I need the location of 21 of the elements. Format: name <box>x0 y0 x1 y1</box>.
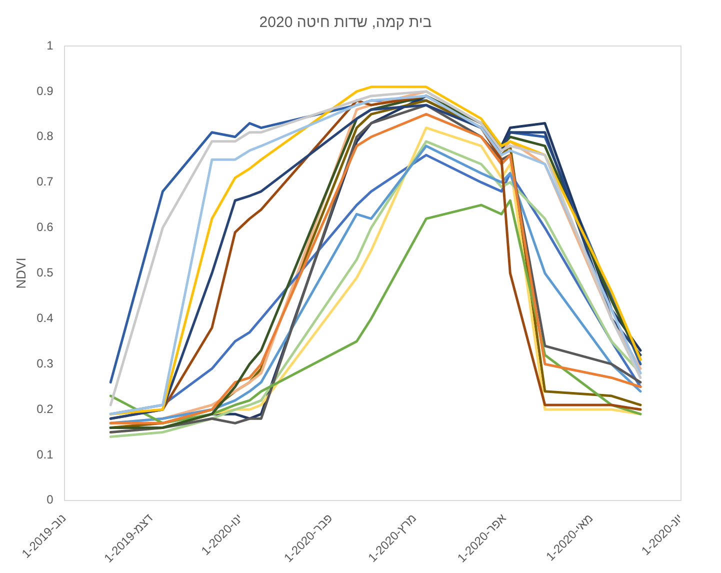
x-tick-label: 1-דצמ-2019 <box>101 510 156 566</box>
x-tick-label: 1-מרץ-2020 <box>365 511 420 565</box>
y-tick-label: 0.9 <box>36 84 54 98</box>
y-axis-title: NDVI <box>13 258 28 289</box>
y-tick-label: 0.5 <box>36 266 54 280</box>
y-tick-label: 0.1 <box>36 447 54 462</box>
y-tick-label: 0.7 <box>36 174 54 189</box>
x-tick-label: 1-מאי-2020 <box>543 511 596 564</box>
y-tick-label: 0.2 <box>36 402 54 416</box>
y-tick-label: 1 <box>46 38 54 52</box>
x-tick-label: 1-נוב-2019 <box>19 511 69 561</box>
x-tick-label: 1-אפר-2020 <box>454 510 510 566</box>
y-tick-label: 0.8 <box>36 129 54 144</box>
y-tick-label: 0.4 <box>36 310 54 325</box>
x-tick-label: 1-פבר-2020 <box>281 511 336 566</box>
y-tick-label: 0.3 <box>36 356 54 370</box>
y-tick-label: 0.6 <box>36 220 54 234</box>
y-tick-label: 0 <box>46 492 54 507</box>
x-tick-label: 1-יונ-2020 <box>638 511 686 558</box>
x-tick-label: 1-ינו-2020 <box>198 511 246 558</box>
chart-title: בית קמה, שדות חיטה 2020 <box>259 14 432 32</box>
